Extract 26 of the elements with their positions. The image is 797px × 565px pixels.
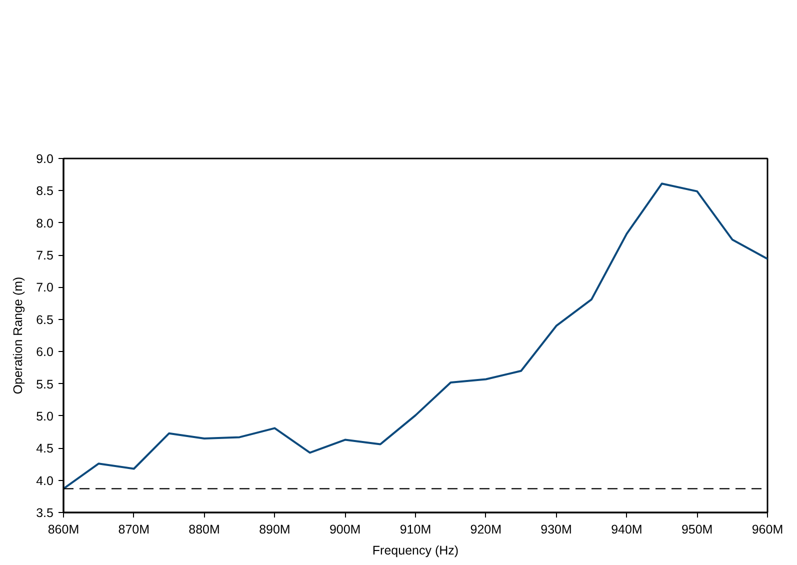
x-tick-label: 890M (259, 522, 290, 536)
y-tick-label: 6.5 (36, 312, 54, 327)
y-tick-label: 6.0 (36, 345, 54, 360)
y-tick-label: 5.0 (36, 409, 54, 424)
x-tick-label: 900M (329, 522, 361, 536)
y-axis-title: Operation Range (m) (11, 276, 26, 394)
y-tick-label: 8.5 (36, 184, 54, 198)
x-tick-label: 920M (470, 522, 502, 536)
y-tick-label: 4.5 (36, 442, 54, 456)
x-tick-label: 960M (752, 522, 784, 536)
x-tick-label: 950M (681, 522, 713, 536)
y-tick-label: 7.0 (36, 280, 54, 295)
x-axis-title: Frequency (Hz) (372, 544, 459, 558)
line-series (64, 182, 768, 490)
y-tick-label: 5.5 (36, 377, 54, 392)
x-tick-label: 930M (540, 522, 572, 536)
y-tick-label: 7.5 (36, 248, 54, 263)
y-tick-label: 3.5 (36, 506, 54, 520)
x-tick-label: 910M (400, 522, 432, 536)
y-tick-label: 8.0 (36, 216, 54, 230)
x-tick-label: 860M (48, 522, 80, 536)
x-tick-label: 870M (118, 522, 150, 536)
x-tick-label: 940M (611, 522, 642, 536)
y-tick-label: 9.0 (36, 152, 54, 166)
y-tick-label: 4.0 (36, 474, 54, 488)
x-tick-label: 880M (188, 522, 220, 536)
